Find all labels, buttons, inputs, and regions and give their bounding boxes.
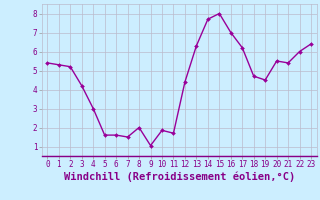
X-axis label: Windchill (Refroidissement éolien,°C): Windchill (Refroidissement éolien,°C) xyxy=(64,172,295,182)
